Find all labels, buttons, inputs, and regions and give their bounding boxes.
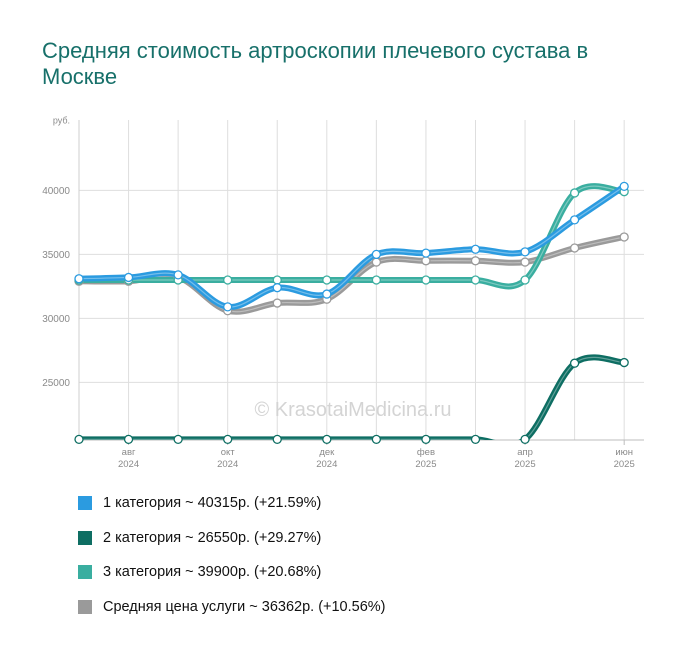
- y-tick-label: 25000: [42, 378, 70, 389]
- data-point: [569, 188, 580, 198]
- data-point: [421, 275, 431, 285]
- data-point: [569, 215, 580, 225]
- data-point: [223, 302, 233, 312]
- y-tick-label: 40000: [42, 186, 70, 197]
- x-tick-label: 2024: [217, 459, 238, 470]
- x-tick-label: 2025: [415, 459, 436, 470]
- data-point: [74, 274, 84, 284]
- x-tick-label: окт: [221, 447, 236, 458]
- series-line-1: [79, 183, 628, 310]
- data-point: [223, 434, 233, 445]
- legend-item-category-1[interactable]: 1 категория ~ 40315р. (+21.59%): [78, 486, 386, 521]
- data-point: [223, 275, 233, 285]
- data-point: [619, 232, 629, 242]
- data-point: [272, 283, 282, 293]
- data-point: [470, 256, 481, 266]
- x-tick-label: апр: [517, 447, 533, 458]
- data-point: [421, 256, 431, 266]
- legend-label: 3 категория ~ 39900р. (+20.68%): [103, 564, 322, 581]
- data-point: [470, 244, 481, 254]
- x-tick-label: фев: [417, 447, 435, 458]
- data-point: [421, 434, 431, 445]
- data-point: [74, 434, 84, 445]
- data-point: [173, 434, 183, 445]
- legend-item-average[interactable]: Средняя цена услуги ~ 36362р. (+10.56%): [78, 590, 386, 625]
- data-point: [272, 434, 282, 445]
- y-axis-unit-label: руб.: [53, 116, 70, 126]
- x-tick-label: 2024: [118, 459, 139, 470]
- data-point: [322, 275, 332, 285]
- data-point: [322, 434, 332, 445]
- data-point: [173, 270, 183, 280]
- data-point: [470, 275, 481, 285]
- chart-legend: 1 категория ~ 40315р. (+21.59%) 2 катего…: [78, 486, 386, 624]
- data-point: [272, 298, 282, 308]
- data-point: [322, 289, 332, 299]
- data-point: [520, 247, 530, 257]
- chart-title: Средняя стоимость артроскопии плечевого …: [42, 38, 589, 89]
- legend-swatch: [78, 599, 92, 614]
- data-point: [520, 275, 530, 285]
- data-point: [371, 249, 382, 260]
- data-point: [569, 243, 580, 253]
- legend-item-category-2[interactable]: 2 категория ~ 26550р. (+29.27%): [78, 521, 386, 556]
- data-point: [520, 257, 530, 267]
- x-tick-label: авг: [122, 447, 136, 458]
- data-point: [371, 257, 382, 267]
- legend-label: 1 категория ~ 40315р. (+21.59%): [103, 495, 322, 512]
- x-tick-label: 2024: [316, 459, 337, 470]
- x-tick-label: 2025: [514, 459, 535, 470]
- legend-swatch: [78, 496, 92, 511]
- data-point: [619, 357, 629, 368]
- legend-label: 2 категория ~ 26550р. (+29.27%): [103, 529, 322, 546]
- legend-item-category-3[interactable]: 3 категория ~ 39900р. (+20.68%): [78, 555, 386, 590]
- data-point: [421, 248, 431, 258]
- legend-swatch: [78, 565, 92, 580]
- y-tick-label: 35000: [42, 250, 70, 261]
- x-tick-label: 2025: [614, 459, 635, 470]
- data-point: [123, 434, 134, 445]
- data-point: [569, 358, 580, 368]
- data-point: [123, 272, 134, 283]
- data-point: [272, 275, 282, 285]
- data-point: [619, 181, 629, 192]
- watermark: © KrasotaiMedicina.ru: [254, 399, 451, 421]
- data-point: [371, 275, 382, 285]
- data-point: [520, 434, 530, 445]
- data-point: [470, 434, 481, 445]
- x-tick-label: дек: [319, 447, 335, 458]
- x-tick-label: июн: [615, 447, 633, 458]
- legend-label: Средняя цена услуги ~ 36362р. (+10.56%): [103, 598, 386, 615]
- y-tick-label: 30000: [42, 314, 70, 325]
- legend-swatch: [78, 530, 92, 545]
- data-point: [371, 434, 382, 445]
